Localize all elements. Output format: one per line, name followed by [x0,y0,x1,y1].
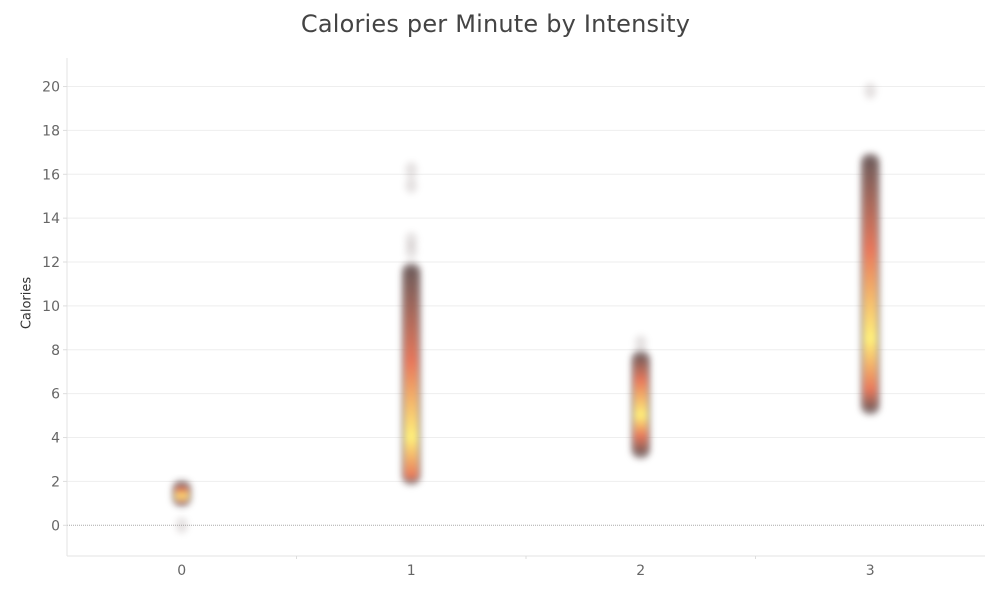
y-tick-label: 4 [51,431,60,447]
x-tick-label: 2 [636,563,645,579]
y-tick-label: 8 [51,343,60,359]
density-column [633,354,648,456]
outlier-point [864,82,877,99]
y-tick-label: 18 [42,123,60,139]
outlier-point [405,161,418,178]
density-column [174,483,189,504]
gridlines [67,86,985,526]
y-tick-label: 20 [42,80,60,96]
outlier-point [175,517,188,534]
x-tick-label: 0 [177,563,186,579]
y-tick-label: 2 [51,474,60,490]
density-marks [171,82,881,534]
y-tick-label: 0 [51,518,60,534]
outlier-point [405,232,418,249]
y-tick-label: 14 [42,211,60,227]
outlier-point [405,177,418,194]
density-column [863,156,878,412]
outlier-point [634,335,647,352]
y-tick-label: 12 [42,255,60,271]
outlier-point [405,243,418,260]
y-tick-label: 10 [42,299,60,315]
density-column [404,266,419,482]
chart-title: Calories per Minute by Intensity [300,10,691,38]
x-tick-label: 1 [407,563,416,579]
y-tick-label: 16 [42,167,60,183]
x-tick-label: 3 [866,563,875,579]
y-tick-label: 6 [51,387,60,403]
